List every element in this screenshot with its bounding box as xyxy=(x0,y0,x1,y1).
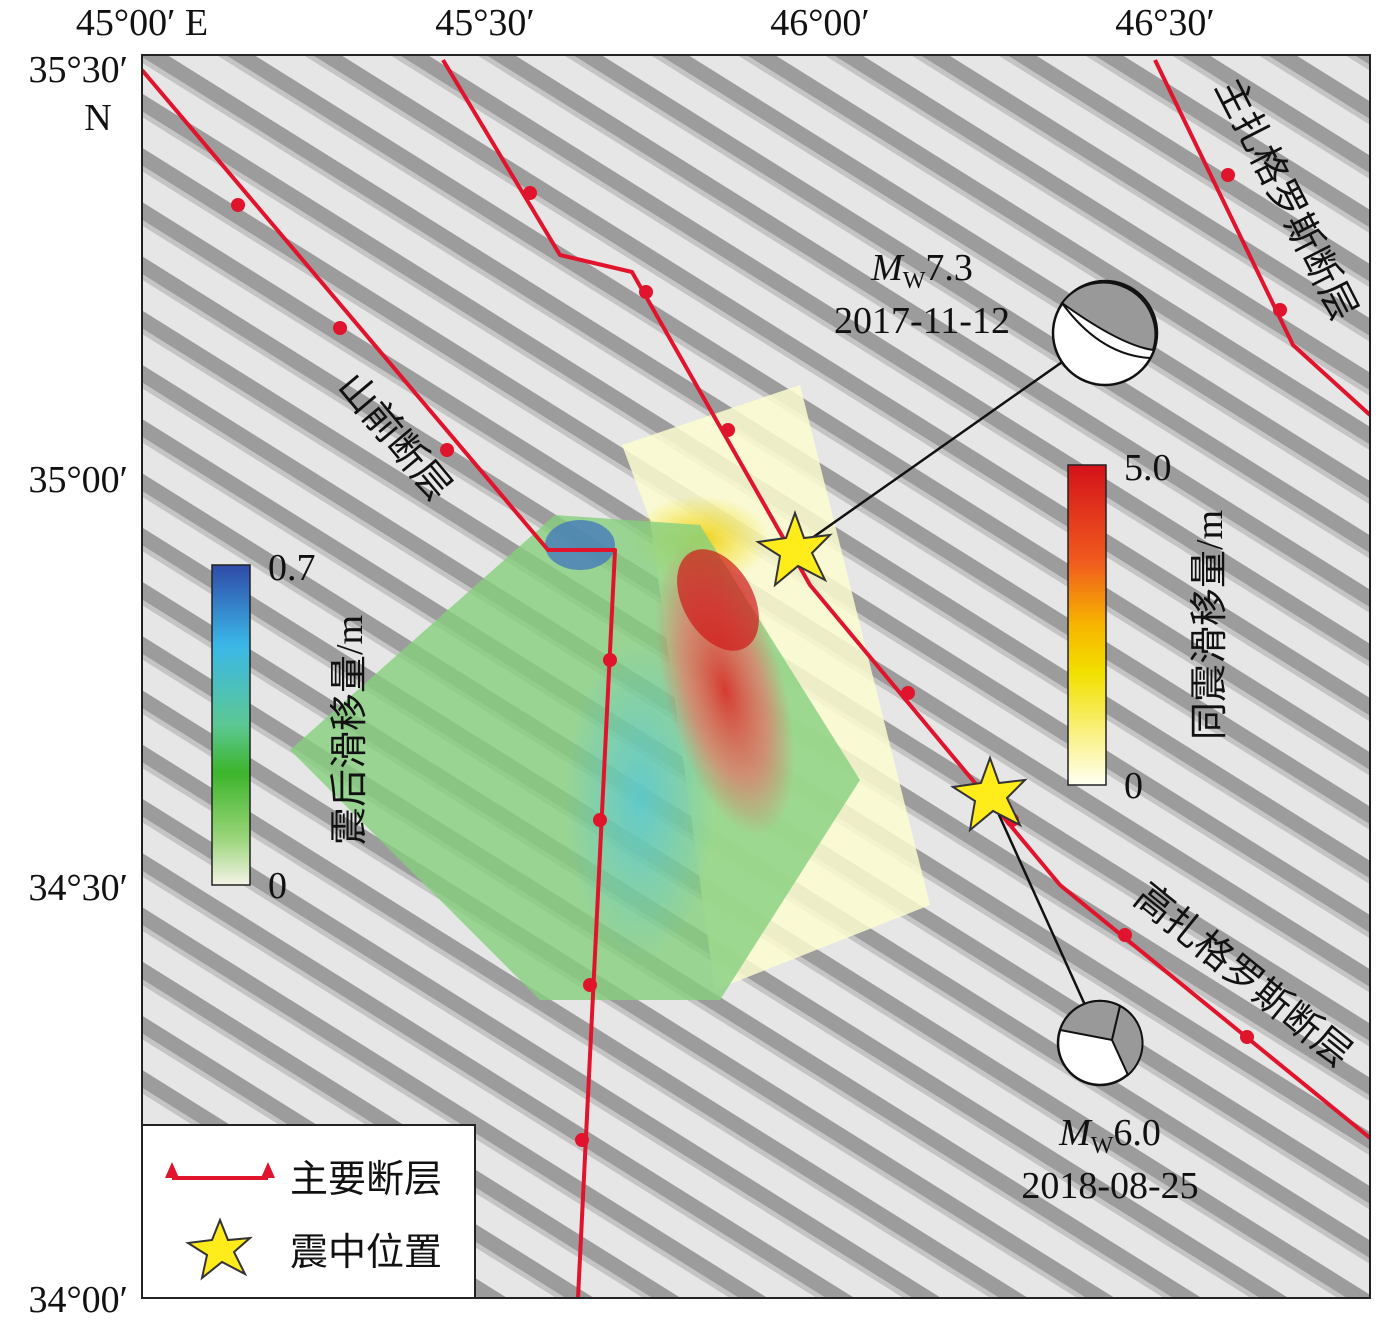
magnitude: 7.3 xyxy=(925,247,973,289)
shape xyxy=(440,443,454,457)
shape xyxy=(1221,168,1235,182)
connector xyxy=(988,794,1087,1006)
subscript: W xyxy=(903,268,926,294)
shape xyxy=(185,1217,253,1281)
lon-label: 46°30′ xyxy=(1115,2,1215,44)
beachball xyxy=(1056,999,1144,1087)
lat-label: 34°30′ xyxy=(28,867,128,909)
shape xyxy=(593,813,607,827)
postseismic-slip xyxy=(545,520,615,570)
shape xyxy=(523,186,537,200)
symbol: M xyxy=(870,247,905,289)
shape xyxy=(583,978,597,992)
lat-label: 34°00′ xyxy=(28,1279,128,1321)
shape xyxy=(603,653,617,667)
subscript: W xyxy=(1091,1133,1114,1159)
shape xyxy=(639,285,653,299)
epicenter-star xyxy=(950,755,1028,833)
colorbar-label: 同震滑移量/m xyxy=(1189,510,1231,740)
lon-label: 45°30′ xyxy=(435,2,535,44)
magnitude: 6.0 xyxy=(1113,1112,1161,1154)
legend-label: 主要断层 xyxy=(290,1159,442,1201)
shape xyxy=(1110,1004,1144,1077)
colorbar-label: 震后滑移量/m xyxy=(329,615,371,845)
lon-label: 46°00′ xyxy=(770,2,870,44)
shape xyxy=(165,1162,179,1178)
fault-line xyxy=(1153,59,1370,417)
fault-line xyxy=(441,58,1370,1140)
colorbar-tick: 0 xyxy=(1124,765,1143,807)
shape xyxy=(231,198,245,212)
fault-line xyxy=(142,68,617,1298)
symbol: M xyxy=(1058,1112,1093,1154)
shape xyxy=(1061,302,1151,359)
map-area xyxy=(142,55,1370,1298)
legend: 主要断层 震中位置 xyxy=(141,1124,476,1299)
connector xyxy=(794,358,1066,552)
shape xyxy=(721,423,735,437)
beachball xyxy=(1051,279,1159,387)
colorbar xyxy=(211,564,251,886)
shape xyxy=(1240,1030,1254,1044)
colorbar-tick: 0 xyxy=(268,865,287,907)
epicenter-star xyxy=(755,510,833,588)
event-magnitude: MW6.0 xyxy=(1058,1112,1161,1159)
colorbar-tick: 5.0 xyxy=(1124,447,1172,489)
colorbar xyxy=(1067,464,1107,786)
shape xyxy=(261,1162,275,1178)
event-date: 2018-08-25 xyxy=(1021,1165,1198,1207)
shape xyxy=(1060,281,1157,352)
shape xyxy=(575,1133,589,1147)
shape xyxy=(1118,928,1132,942)
lat-label: N xyxy=(84,97,111,139)
lon-label: 45°00′ E xyxy=(76,2,208,44)
fault-teeth xyxy=(231,168,1287,1147)
legend-label: 震中位置 xyxy=(290,1232,442,1274)
lat-label: 35°30′ xyxy=(28,49,128,91)
shape xyxy=(1273,303,1287,317)
shape xyxy=(901,686,915,700)
shape xyxy=(333,321,347,335)
frame xyxy=(141,54,1371,1299)
shape xyxy=(141,1124,476,1299)
coseismic-slip xyxy=(677,549,759,651)
event-magnitude: MW7.3 xyxy=(870,247,973,294)
lat-label: 35°00′ xyxy=(28,459,128,501)
event-date: 2017-11-12 xyxy=(834,300,1010,342)
colorbar-tick: 0.7 xyxy=(268,547,316,589)
